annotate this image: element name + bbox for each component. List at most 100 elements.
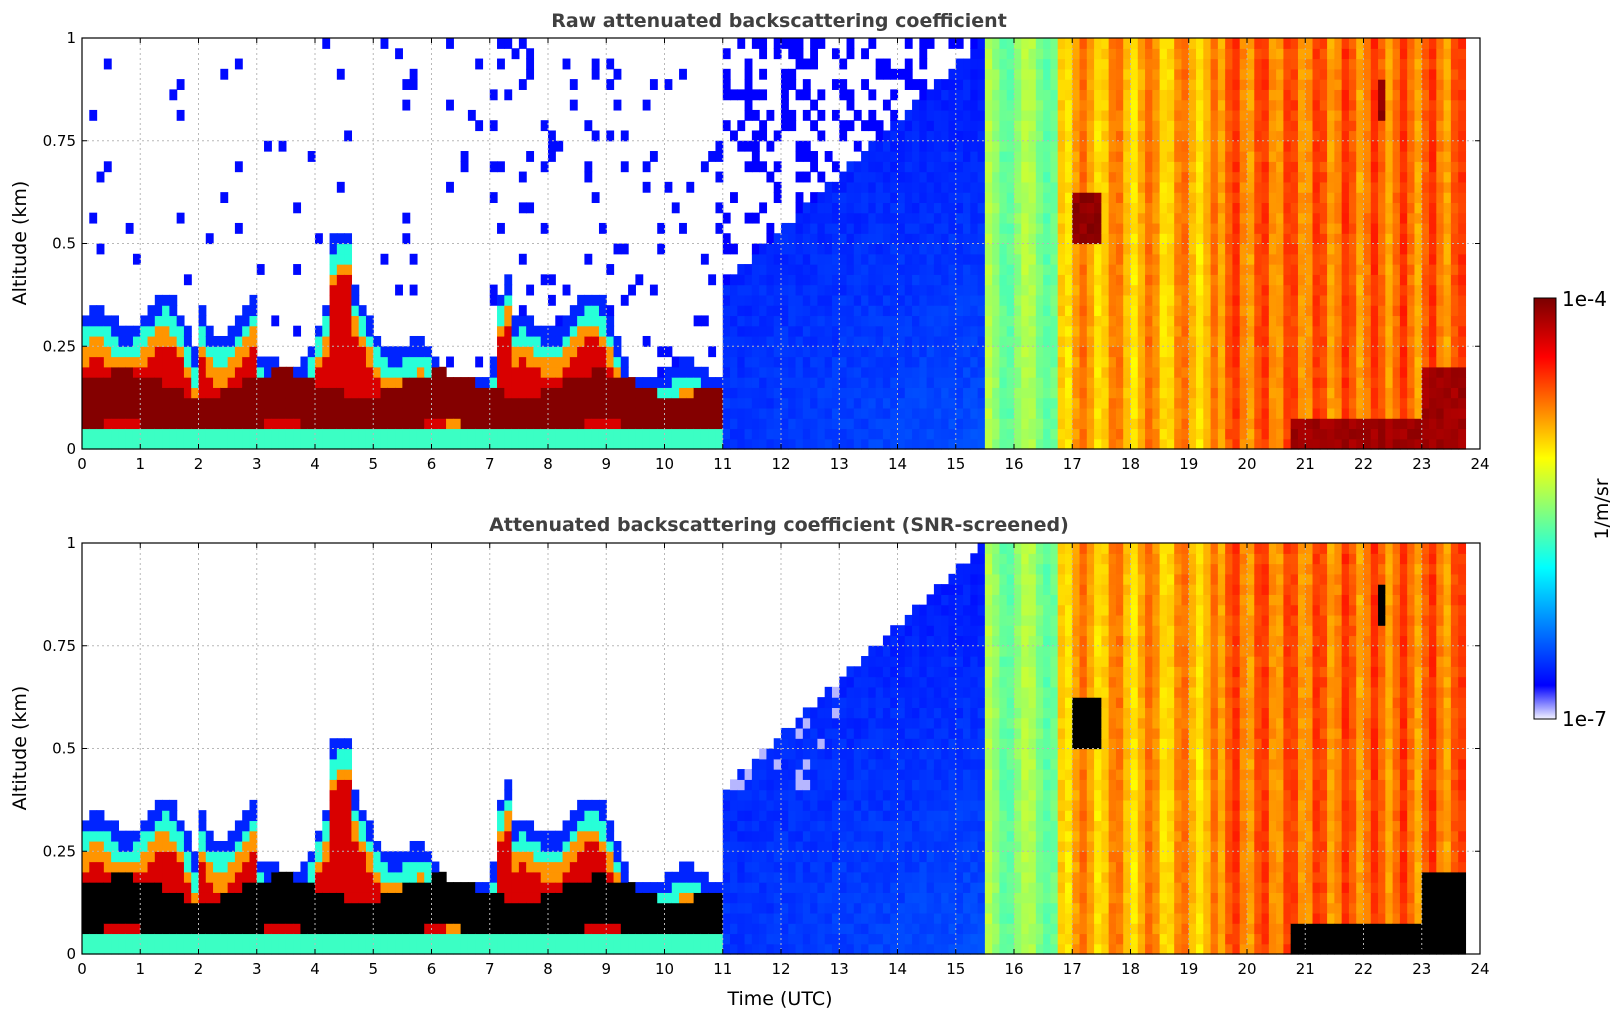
heatmap-cell bbox=[1094, 438, 1102, 450]
heatmap-cell bbox=[831, 366, 840, 378]
heatmap-cell bbox=[1429, 325, 1437, 337]
heatmap-cell bbox=[1152, 38, 1161, 49]
heatmap-cell bbox=[1392, 171, 1401, 183]
heatmap-cell bbox=[1254, 377, 1263, 388]
heatmap-cell bbox=[810, 366, 819, 378]
heatmap-cell bbox=[897, 274, 906, 286]
heatmap-cell bbox=[467, 377, 476, 388]
heatmap-cell bbox=[817, 325, 826, 337]
heatmap-cell bbox=[751, 294, 760, 306]
heatmap-cell bbox=[759, 407, 768, 419]
heatmap-cell bbox=[1159, 346, 1168, 358]
heatmap-cell bbox=[933, 356, 942, 368]
heatmap-cell bbox=[1064, 202, 1073, 214]
heatmap-cell bbox=[395, 438, 403, 450]
heatmap-cell bbox=[598, 356, 607, 368]
heatmap-cell bbox=[708, 274, 717, 286]
heatmap-cell bbox=[518, 366, 527, 378]
heatmap-cell bbox=[96, 377, 105, 388]
heatmap-cell bbox=[1378, 38, 1386, 49]
heatmap-cell bbox=[999, 377, 1008, 388]
heatmap-cell bbox=[373, 366, 382, 378]
heatmap-cell bbox=[336, 438, 345, 450]
heatmap-cell bbox=[1399, 397, 1408, 409]
heatmap-cell bbox=[1254, 264, 1263, 275]
heatmap-cell bbox=[1072, 418, 1081, 430]
heatmap-cell bbox=[1210, 407, 1219, 419]
heatmap-cell bbox=[227, 428, 236, 440]
heatmap-cell bbox=[984, 38, 993, 49]
heatmap-cell bbox=[1064, 130, 1073, 142]
heatmap-cell bbox=[919, 387, 928, 399]
heatmap-cell bbox=[1166, 274, 1175, 286]
heatmap-cell bbox=[657, 222, 666, 234]
heatmap-cell bbox=[984, 407, 993, 419]
heatmap-cell bbox=[1429, 130, 1437, 142]
heatmap-cell bbox=[1421, 192, 1430, 204]
heatmap-cell bbox=[1130, 38, 1139, 49]
heatmap-cell bbox=[336, 325, 345, 337]
heatmap-cell bbox=[759, 264, 768, 275]
heatmap-cell bbox=[1305, 366, 1314, 378]
heatmap-cell bbox=[1159, 171, 1168, 183]
heatmap-cell bbox=[1297, 346, 1306, 358]
heatmap-cell bbox=[1115, 161, 1124, 173]
heatmap-cell bbox=[1319, 58, 1328, 70]
heatmap-cell bbox=[606, 79, 615, 90]
heatmap-cell bbox=[176, 315, 185, 327]
heatmap-cell bbox=[234, 356, 243, 368]
heatmap-cell bbox=[1232, 315, 1241, 327]
heatmap-cell bbox=[1043, 305, 1052, 317]
heatmap-cell bbox=[424, 428, 433, 440]
heatmap-cell bbox=[839, 212, 848, 224]
heatmap-cell bbox=[1210, 109, 1219, 121]
heatmap-cell bbox=[839, 89, 848, 101]
heatmap-cell bbox=[1072, 181, 1081, 193]
heatmap-cell bbox=[1210, 99, 1219, 111]
heatmap-cell bbox=[162, 356, 170, 368]
heatmap-cell bbox=[256, 387, 265, 399]
heatmap-cell bbox=[1101, 222, 1110, 234]
heatmap-cell bbox=[1305, 264, 1314, 275]
heatmap-cell bbox=[1115, 140, 1124, 152]
heatmap-cell bbox=[1021, 222, 1030, 234]
heatmap-cell bbox=[1283, 305, 1292, 317]
heatmap-cell bbox=[1152, 305, 1161, 317]
heatmap-cell bbox=[511, 366, 520, 378]
heatmap-cell bbox=[213, 418, 221, 430]
heatmap-cell bbox=[955, 387, 964, 399]
heatmap-cell bbox=[795, 335, 804, 347]
heatmap-cell bbox=[169, 294, 178, 306]
heatmap-cell bbox=[1363, 109, 1372, 121]
heatmap-cell bbox=[147, 397, 156, 409]
heatmap-cell bbox=[875, 151, 884, 162]
heatmap-cell bbox=[904, 130, 913, 142]
heatmap-cell bbox=[1072, 356, 1081, 368]
heatmap-cell bbox=[1196, 192, 1204, 204]
heatmap-cell bbox=[497, 346, 505, 358]
heatmap-cell bbox=[453, 407, 462, 419]
heatmap-cell bbox=[730, 366, 738, 378]
heatmap-cell bbox=[904, 294, 913, 306]
heatmap-cell bbox=[220, 397, 229, 409]
heatmap-cell bbox=[1247, 140, 1255, 152]
heatmap-cell bbox=[1254, 407, 1263, 419]
heatmap-cell bbox=[722, 68, 731, 80]
heatmap-cell bbox=[1225, 438, 1234, 450]
heatmap-cell bbox=[759, 89, 768, 101]
heatmap-cell bbox=[992, 356, 1001, 368]
heatmap-cell bbox=[1035, 79, 1044, 90]
heatmap-cell bbox=[1137, 109, 1146, 121]
heatmap-cell bbox=[963, 325, 971, 337]
heatmap-cell bbox=[933, 407, 942, 419]
heatmap-cell bbox=[737, 407, 746, 419]
heatmap-cell bbox=[1043, 212, 1052, 224]
heatmap-cell bbox=[781, 418, 789, 430]
heatmap-cell bbox=[1305, 68, 1314, 80]
heatmap-cell bbox=[1399, 233, 1408, 245]
heatmap-cell bbox=[1094, 407, 1102, 419]
heatmap-cell bbox=[169, 438, 178, 450]
heatmap-cell bbox=[1356, 428, 1365, 440]
heatmap-cell bbox=[1276, 161, 1285, 173]
heatmap-cell bbox=[1429, 438, 1437, 450]
